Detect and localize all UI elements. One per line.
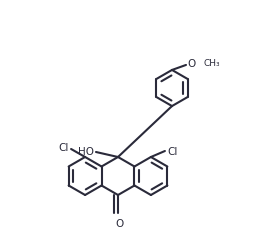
Text: O: O [187,59,195,69]
Text: Cl: Cl [59,143,69,153]
Text: O: O [115,219,123,229]
Text: HO: HO [78,147,94,157]
Text: Cl: Cl [167,147,177,157]
Text: CH₃: CH₃ [204,60,221,68]
